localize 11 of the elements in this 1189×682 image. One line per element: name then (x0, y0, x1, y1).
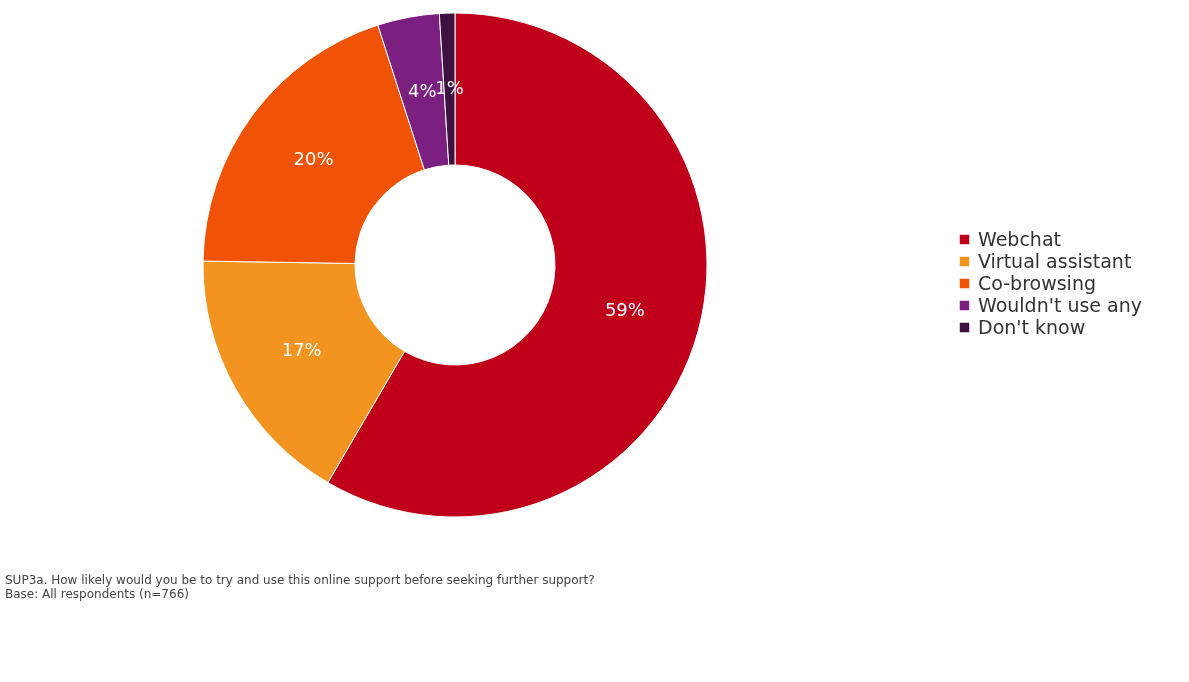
legend-label: Wouldn't use any (978, 293, 1143, 316)
legend-label: Webchat (978, 227, 1062, 250)
data-label: 59% (604, 298, 645, 320)
text: SUP3a. How likely would you be to try and use this online support before seeking further support? (5, 573, 595, 587)
data-label: 17% (281, 339, 322, 361)
legend-label: Virtual assistant (978, 249, 1132, 272)
data-label: 20% (293, 148, 334, 170)
legend-label: Don't know (978, 315, 1086, 338)
data-label: 4% (408, 80, 437, 102)
legend-label: Co-browsing (978, 271, 1096, 294)
text: Base: All respondents (n=766) (5, 587, 189, 601)
